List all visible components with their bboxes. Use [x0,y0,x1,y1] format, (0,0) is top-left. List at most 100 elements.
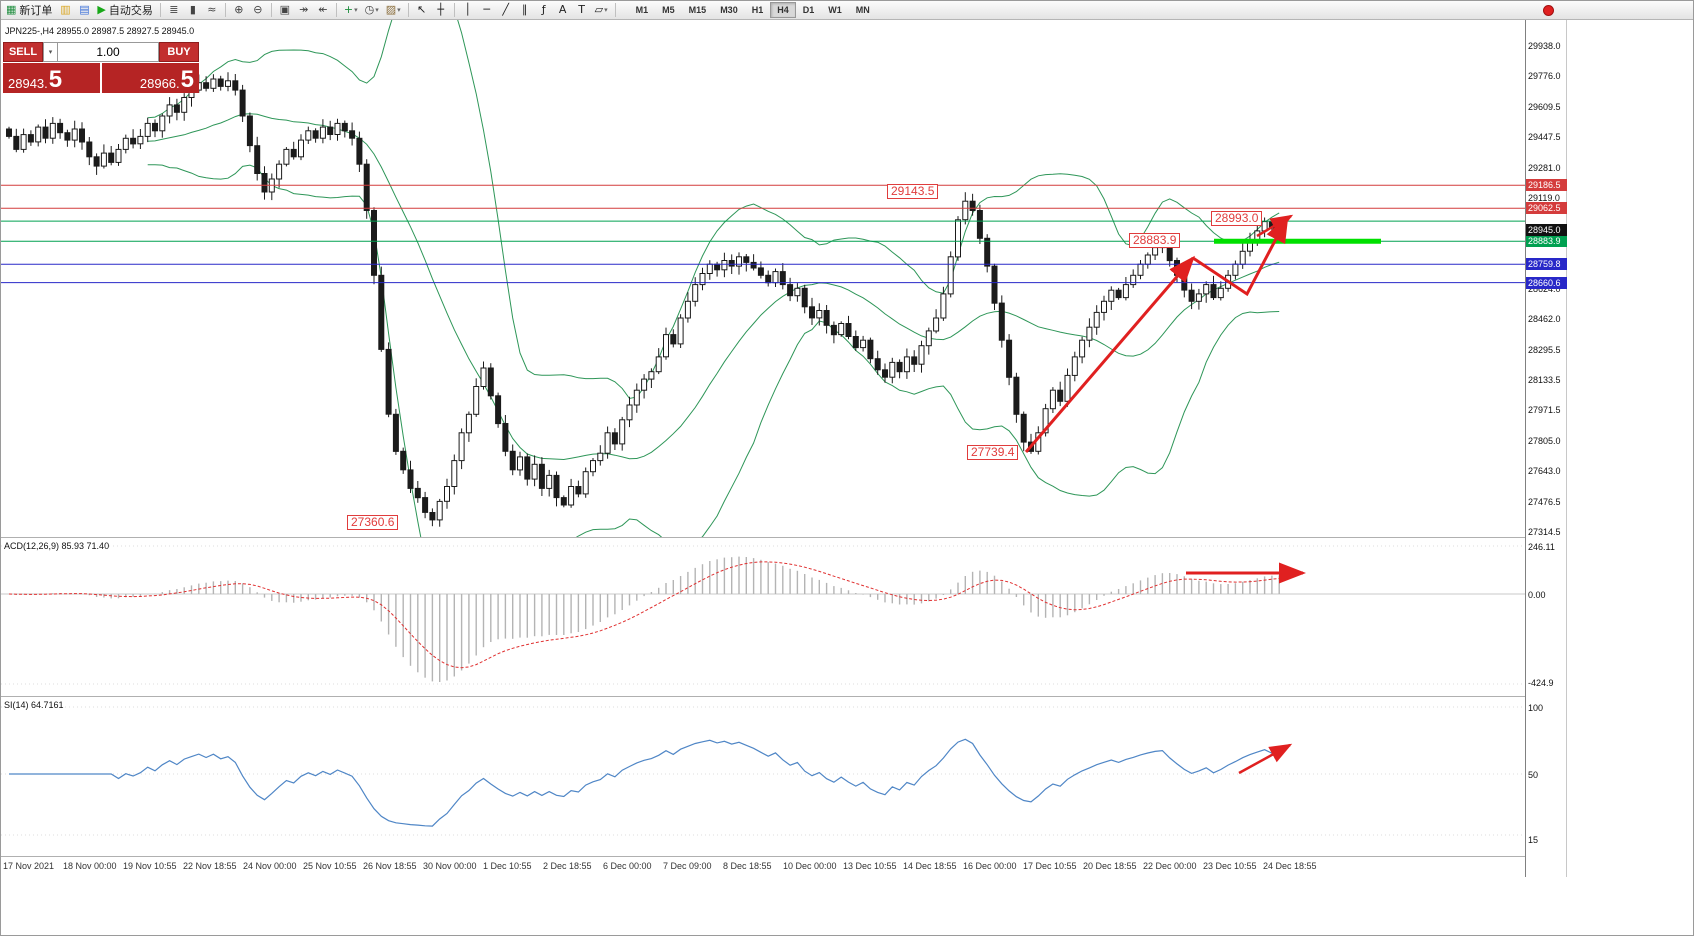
new-order-button-glyph: ▦ [6,3,17,16]
time-tick: 17 Dec 10:55 [1023,861,1077,871]
chevron-down-icon: ▾ [397,6,401,14]
time-tick: 24 Dec 18:55 [1263,861,1317,871]
fibonacci-icon[interactable]: ƒ [535,2,553,18]
timeframe-m15[interactable]: M15 [688,5,707,15]
market-watch-icon[interactable]: ▤ [75,2,93,18]
toolbar-separator [159,3,161,17]
arrows-tool-icon[interactable]: ▱ ▾ [592,2,611,18]
trendline-icon[interactable]: ╱ [497,2,515,18]
notification-icon[interactable] [1543,5,1554,16]
vertical-line-icon-glyph: │ [464,3,471,16]
text-icon[interactable]: A [554,2,572,18]
indicators-icon-glyph: + [343,3,354,16]
toolbar: ▦ 新订单 ▥ ▤ ▶ 自动交易 ≣ ▮ ≈ ⊕ ⊖ ▣ ↠ ↞ + ▾ ◷ ▾ ▨ ▾ ↖ ┼ │ ─ ╱ ∥ ƒ A T ▱ ▾ M1 M… [1,1,1693,20]
price-callout[interactable]: 27739.4 [967,445,1019,460]
time-axis[interactable]: 17 Nov 2021 18 Nov 00:00 19 Nov 10:55 22 No… [1,857,1525,877]
price-axis[interactable]: 246.11 0.00 -424.9 100 50 15 29938.0 2977… [1525,20,1567,877]
equidistant-channel-icon-glyph: ∥ [521,3,528,16]
timeframe-h4[interactable]: H4 [770,2,796,18]
timeframe-toolbar: M1 M5 M15 M30 H1 H4 D1 W1 MN [629,2,877,18]
cursor-icon-glyph: ↖ [417,3,427,16]
sell-button[interactable]: SELL [3,42,43,62]
chart-shift-icon[interactable]: ↞ [314,2,332,18]
auto-scroll-icon[interactable]: ↠ [295,2,313,18]
text-label-icon[interactable]: T [573,2,591,18]
macd-histogram [15,556,1280,682]
axis-tick: 29447.5 [1528,132,1561,142]
crosshair-icon-glyph: ┼ [437,3,444,16]
timeframe-m5[interactable]: M5 [662,5,675,15]
text-label-icon-glyph: T [578,3,586,16]
current-price-label: 28945.0 [1526,224,1567,236]
timeframe-m1[interactable]: M1 [635,5,649,15]
buy-price[interactable]: 28966. 5 [102,63,199,93]
auto-trading-button-glyph: ▶ [97,3,106,16]
horizontal-line-icon[interactable]: ─ [478,2,496,18]
main-chart-canvas[interactable] [1,20,1525,537]
rsi-panel[interactable]: SI(14) 64.7161 [1,697,1525,855]
templates-icon[interactable]: ▨ ▾ [383,2,404,18]
rsi-scale-bottom: 15 [1528,835,1539,845]
toolbar-separator [270,3,272,17]
axis-tick: 29609.5 [1528,102,1561,112]
equidistant-channel-icon[interactable]: ∥ [516,2,534,18]
macd-signal-line [8,561,1280,669]
tile-windows-icon[interactable]: ▣ [276,2,294,18]
indicators-icon[interactable]: + ▾ [341,2,361,18]
chevron-down-icon: ▾ [375,6,379,14]
candlestick-chart-type-icon[interactable]: ▮ [184,2,202,18]
axis-tick: 28462.0 [1528,314,1561,324]
price-callout[interactable]: 27360.6 [347,515,399,530]
trend-arrow[interactable] [1192,215,1289,297]
buy-price-main: 28966. [139,76,180,91]
axis-tick: 29119.0 [1528,193,1560,203]
rsi-trend-arrow[interactable] [1238,743,1293,775]
zoom-in-icon[interactable]: ⊕ [230,2,248,18]
periods-icon[interactable]: ◷ ▾ [362,2,382,18]
vertical-line-icon[interactable]: │ [459,2,477,18]
price-callout[interactable]: 28883.9 [1129,233,1181,248]
toolbar-separator [453,3,455,17]
time-tick: 10 Dec 00:00 [783,861,837,871]
volume-dropdown[interactable]: ▾ [43,42,58,62]
volume-input[interactable] [58,42,159,62]
buy-button[interactable]: BUY [159,42,199,62]
auto-trading-button[interactable]: ▶ 自动交易 [94,2,155,18]
price-callout[interactable]: 29143.5 [887,184,939,199]
timeframe-w1[interactable]: W1 [828,5,842,15]
cursor-icon[interactable]: ↖ [413,2,431,18]
time-tick: 14 Dec 18:55 [903,861,957,871]
new-order-button[interactable]: ▦ 新订单 [3,2,55,18]
line-chart-type-icon[interactable]: ≈ [203,2,221,18]
candles [6,72,1283,527]
time-tick: 23 Dec 10:55 [1203,861,1257,871]
macd-scale-zero: 0.00 [1528,590,1546,600]
chart-symbol-ohlc: JPN225-,H4 28955.0 28987.5 28927.5 28945… [5,26,195,36]
zoom-out-icon[interactable]: ⊖ [249,2,267,18]
timeframe-m30[interactable]: M30 [720,5,738,15]
chart-profile-icon[interactable]: ▥ [56,2,74,18]
chart-shift-icon-glyph: ↞ [318,3,328,16]
macd-label: ACD(12,26,9) 85.93 71.40 [4,541,110,551]
sell-price[interactable]: 28943. 5 [3,63,100,93]
time-tick: 8 Dec 18:55 [723,861,772,871]
toolbar-separator [224,3,226,17]
macd-panel[interactable]: ACD(12,26,9) 85.93 71.40 [1,538,1525,696]
timeframe-h1[interactable]: H1 [751,5,764,15]
rsi-canvas[interactable] [1,697,1525,855]
bollinger-lower-band [147,164,1280,537]
time-tick: 16 Dec 00:00 [963,861,1017,871]
axis-tick: 28133.5 [1528,375,1561,385]
timeframe-d1[interactable]: D1 [802,5,815,15]
macd-canvas[interactable] [1,538,1525,696]
main-chart-panel[interactable]: JPN225-,H4 28955.0 28987.5 28927.5 28945… [1,20,1525,537]
trend-arrow[interactable] [1256,214,1294,238]
chevron-down-icon: ▾ [604,6,608,14]
crosshair-icon[interactable]: ┼ [432,2,450,18]
price-callout[interactable]: 28993.0 [1211,211,1263,226]
timeframe-mn[interactable]: MN [855,5,870,15]
time-tick: 18 Nov 00:00 [63,861,117,871]
trend-arrow[interactable] [1024,255,1195,453]
bar-chart-type-icon[interactable]: ≣ [165,2,183,18]
time-tick: 22 Dec 00:00 [1143,861,1197,871]
